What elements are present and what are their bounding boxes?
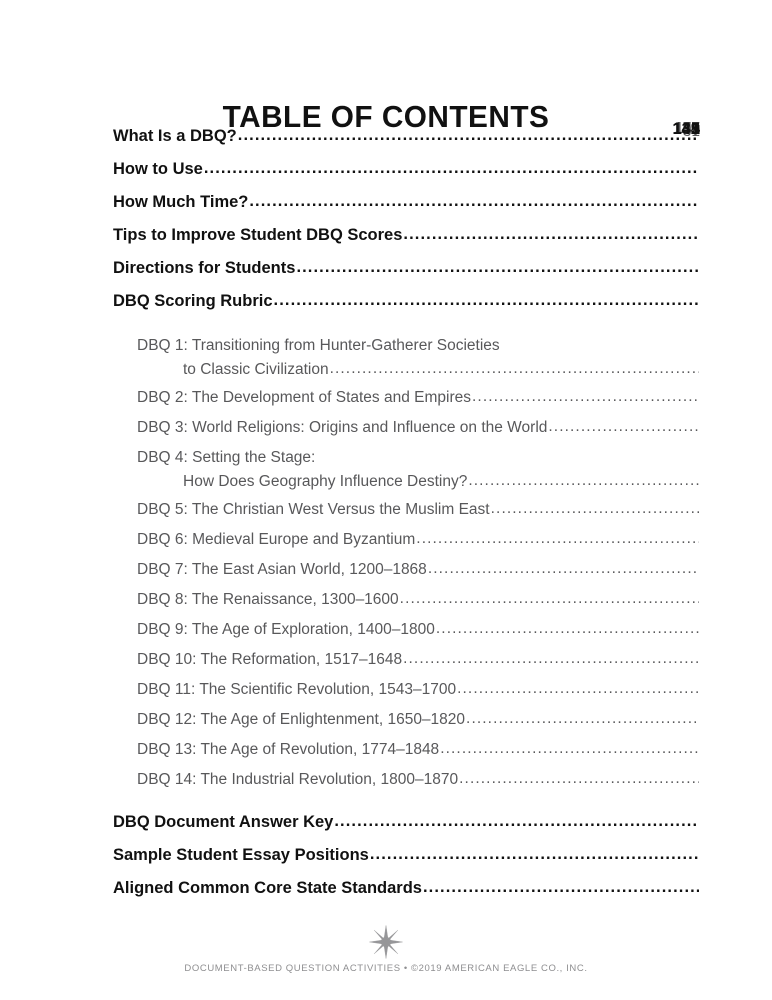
page-number: 2 xyxy=(690,120,700,138)
toc-dbq-entry[interactable]: DBQ 3: World Religions: Origins and Infl… xyxy=(113,120,700,443)
compass-rose-icon xyxy=(369,925,403,959)
page-number: 31 xyxy=(682,123,700,140)
page-number: 2 xyxy=(690,120,700,138)
toc-dbq-entry[interactable]: DBQ 1: Transitioning from Hunter-Gathere… xyxy=(113,123,700,383)
page-number: 7 xyxy=(691,123,700,140)
toc-dbq-entry[interactable]: DBQ 14: The Industrial Revolution, 1800–… xyxy=(113,120,700,795)
toc-entry-label: DBQ 10: The Reformation, 1517–1648 xyxy=(137,651,403,668)
toc-section-entry[interactable]: Directions for Students 4 xyxy=(113,120,700,285)
page-number: 131 xyxy=(672,120,700,138)
toc-dbq-entry[interactable]: DBQ 6: Medieval Europe and Byzantium 47 xyxy=(113,120,700,555)
toc-entry-label: DBQ 2: The Development of States and Emp… xyxy=(137,389,471,406)
toc-entry-label: Tips to Improve Student DBQ Scores xyxy=(113,226,403,244)
toc-dbq-entry[interactable]: DBQ 12: The Age of Enlightenment, 1650–1… xyxy=(113,120,700,735)
page-number: 121 xyxy=(674,120,700,137)
toc-dbq-sections: DBQ 1: Transitioning from Hunter-Gathere… xyxy=(113,120,700,795)
page-number: 2 xyxy=(690,120,700,138)
toc-entry-label: DBQ 6: Medieval Europe and Byzantium xyxy=(137,531,416,548)
toc-entry-label: Sample Student Essay Positions xyxy=(113,846,369,864)
toc-entry-label: What Is a DBQ? xyxy=(113,127,237,145)
toc-dbq-entry[interactable]: DBQ 4: Setting the Stage: How Does Geogra… xyxy=(113,123,700,495)
page-number: 23 xyxy=(682,120,700,137)
toc-section-entry[interactable]: How to Use 2 xyxy=(113,120,700,186)
toc-dbq-entry[interactable]: DBQ 11: The Scientific Revolution, 1543–… xyxy=(113,120,700,705)
toc-entry-label: DBQ Scoring Rubric xyxy=(113,292,273,310)
toc-entry-label: DBQ 13: The Age of Revolution, 1774–1848 xyxy=(137,741,440,758)
toc-entry-label: DBQ 5: The Christian West Versus the Mus… xyxy=(137,501,490,518)
toc-entry-label-line2: to Classic Civilization xyxy=(183,361,329,378)
toc-entry-label: DBQ 9: The Age of Exploration, 1400–1800 xyxy=(137,621,435,638)
page-number: 149 xyxy=(672,120,700,138)
toc-dbq-entry[interactable]: DBQ 2: The Development of States and Emp… xyxy=(113,120,700,413)
page-number: 3 xyxy=(690,120,700,138)
toc-section-entry[interactable]: What Is a DBQ? 2 xyxy=(113,120,700,153)
toc-section-entry[interactable]: Tips to Improve Student DBQ Scores 3 xyxy=(113,120,700,252)
page-number: 95 xyxy=(682,120,700,137)
toc-entry-label: How to Use xyxy=(113,160,203,178)
toc-entry-label-continued: How Does Geography Influence Destiny? 31 xyxy=(137,123,700,494)
page-number: 5 xyxy=(690,120,700,138)
page-number: 145 xyxy=(672,120,700,138)
toc-dbq-entry[interactable]: DBQ 13: The Age of Revolution, 1774–1848… xyxy=(113,120,700,765)
toc-section-entry[interactable]: How Much Time? 2 xyxy=(113,120,700,219)
toc-dbq-entry[interactable]: DBQ 5: The Christian West Versus the Mus… xyxy=(113,120,700,525)
toc-entry-label-continued: to Classic Civilization 7 xyxy=(137,123,700,382)
toc-entry-label: DBQ 11: The Scientific Revolution, 1543–… xyxy=(137,681,457,698)
toc-entry-label: DBQ 4: Setting the Stage: xyxy=(137,449,316,466)
toc-section-entry[interactable]: DBQ Document Answer Key 131 xyxy=(113,120,700,839)
toc-entry-label: Aligned Common Core State Standards xyxy=(113,879,422,897)
page-number: 15 xyxy=(682,120,700,137)
toc-section-entry[interactable]: DBQ Scoring Rubric 5 xyxy=(113,120,700,318)
toc-dbq-entry[interactable]: DBQ 7: The East Asian World, 1200–1868 57 xyxy=(113,120,700,585)
footer-copyright: DOCUMENT-BASED QUESTION ACTIVITIES • ©20… xyxy=(184,963,588,974)
toc-section-entry[interactable]: Sample Student Essay Positions 145 xyxy=(113,120,700,872)
toc-section-entry[interactable]: Aligned Common Core State Standards 149 xyxy=(113,120,700,905)
toc-dbq-entry[interactable]: DBQ 9: The Age of Exploration, 1400–1800… xyxy=(113,120,700,645)
toc-entry-label: DBQ 14: The Industrial Revolution, 1800–… xyxy=(137,771,459,788)
toc-entry-label: DBQ 3: World Religions: Origins and Infl… xyxy=(137,419,548,436)
toc-entry-label: DBQ 8: The Renaissance, 1300–1600 xyxy=(137,591,399,608)
page-number: 75 xyxy=(682,120,700,137)
page-number: 57 xyxy=(682,120,700,137)
page-number: 113 xyxy=(675,120,700,137)
page-footer: DOCUMENT-BASED QUESTION ACTIVITIES • ©20… xyxy=(0,924,772,974)
page-number: 39 xyxy=(682,120,700,137)
toc-dbq-entry[interactable]: DBQ 10: The Reformation, 1517–1648 85 xyxy=(113,120,700,675)
toc-entry-label: DBQ 7: The East Asian World, 1200–1868 xyxy=(137,561,427,578)
toc-entry-label-line2: How Does Geography Influence Destiny? xyxy=(183,473,468,490)
toc-entry-label: How Much Time? xyxy=(113,193,249,211)
toc-entry-label: DBQ Document Answer Key xyxy=(113,813,334,831)
toc-entry-label: DBQ 1: Transitioning from Hunter-Gathere… xyxy=(137,337,500,354)
page-number: 65 xyxy=(682,120,700,137)
toc-entry-label: Directions for Students xyxy=(113,259,296,277)
page-number: 85 xyxy=(682,120,700,137)
page-number: 47 xyxy=(682,120,700,137)
toc-dbq-entry[interactable]: DBQ 8: The Renaissance, 1300–1600 65 xyxy=(113,120,700,615)
page-number: 103 xyxy=(674,120,700,137)
page-number: 4 xyxy=(690,120,700,138)
toc-entry-label: DBQ 12: The Age of Enlightenment, 1650–1… xyxy=(137,711,466,728)
